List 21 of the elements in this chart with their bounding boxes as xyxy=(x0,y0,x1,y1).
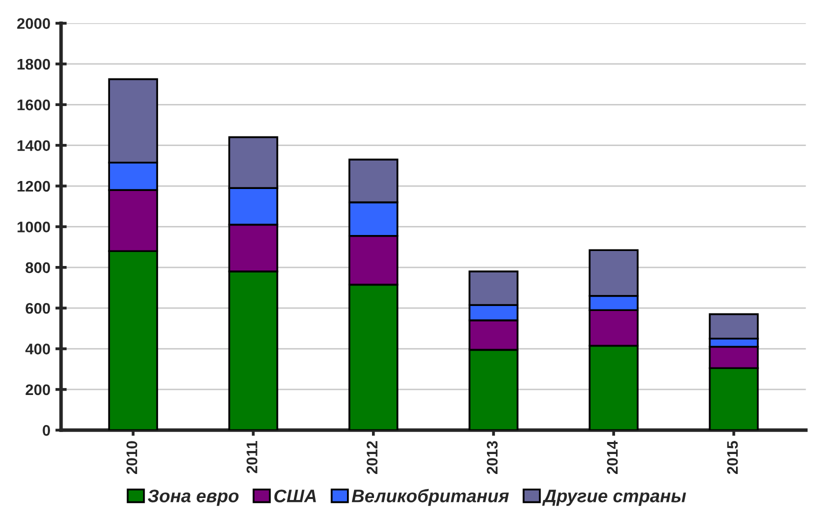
y-tick-label: 1400 xyxy=(18,140,50,152)
y-tick-label: 1600 xyxy=(18,100,50,110)
y-tick-label: 800 xyxy=(26,262,50,274)
y-tick-label: 2000 xyxy=(17,18,50,29)
legend-label: Зона евро xyxy=(148,490,239,506)
y-tick-label: 1200 xyxy=(18,180,50,192)
x-tick-label: 2014 xyxy=(606,440,618,474)
y-tick-label: 400 xyxy=(25,344,50,354)
x-tick-label: 2011 xyxy=(246,440,258,474)
y-tick-label: 1000 xyxy=(18,222,50,232)
x-tick-label: 2012 xyxy=(366,441,378,474)
legend-label: Великобритания xyxy=(352,488,509,506)
y-tick-label: 0 xyxy=(42,425,50,436)
x-tick-label: 2010 xyxy=(126,441,138,474)
y-tick-label: 600 xyxy=(26,302,50,314)
legend-label: Другие страны xyxy=(542,490,686,506)
y-tick-label: 1800 xyxy=(18,58,50,70)
x-tick-label: 2015 xyxy=(727,440,738,474)
y-tick-label: 200 xyxy=(26,384,50,396)
x-tick-label: 2013 xyxy=(486,441,498,474)
legend-label: США xyxy=(274,490,316,502)
